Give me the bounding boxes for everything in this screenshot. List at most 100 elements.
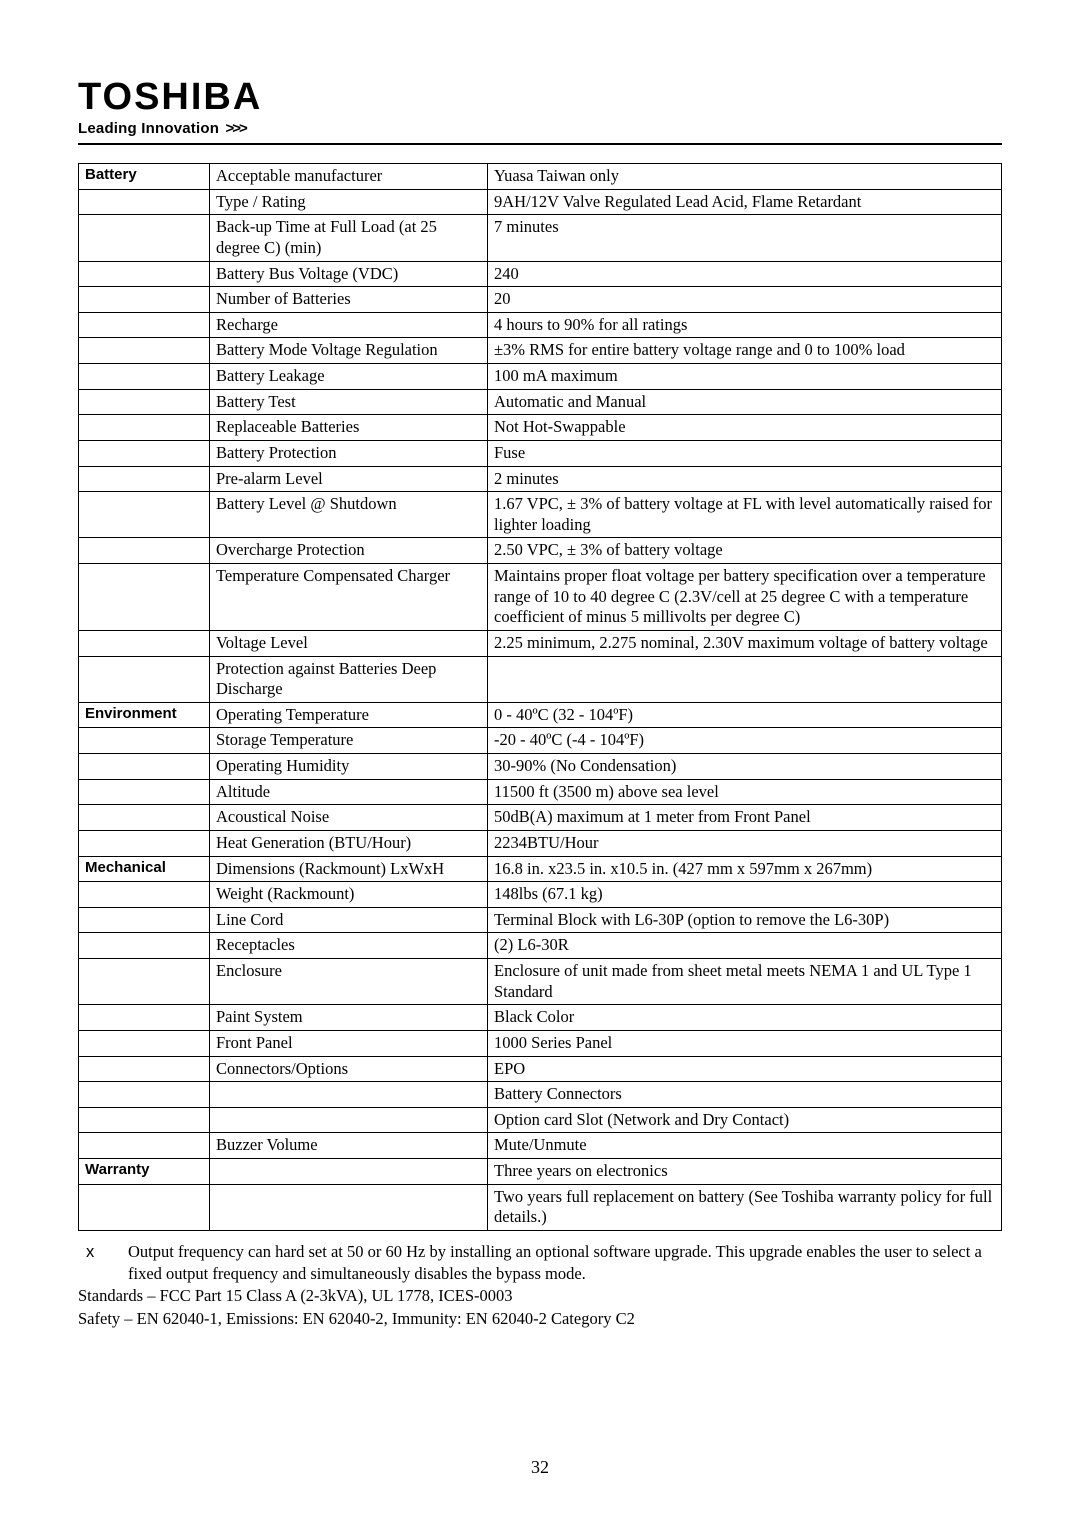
header-rule — [78, 143, 1002, 145]
param-cell: Acceptable manufacturer — [210, 164, 488, 190]
category-cell — [79, 1056, 210, 1082]
table-row: Protection against Batteries Deep Discha… — [79, 656, 1002, 702]
brand-block: TOSHIBA Leading Innovation >>> — [78, 78, 1002, 137]
table-row: Number of Batteries20 — [79, 287, 1002, 313]
table-row: Weight (Rackmount)148lbs (67.1 kg) — [79, 882, 1002, 908]
table-row: Overcharge Protection2.50 VPC, ± 3% of b… — [79, 538, 1002, 564]
category-cell — [79, 882, 210, 908]
param-cell: Temperature Compensated Charger — [210, 564, 488, 631]
table-row: Warranty Three years on electronics — [79, 1159, 1002, 1185]
table-row: Battery TestAutomatic and Manual — [79, 389, 1002, 415]
table-row: Battery Connectors — [79, 1082, 1002, 1108]
table-row: Voltage Level2.25 minimum, 2.275 nominal… — [79, 630, 1002, 656]
tagline-chevrons: >>> — [225, 120, 245, 137]
category-cell — [79, 830, 210, 856]
param-cell: Buzzer Volume — [210, 1133, 488, 1159]
table-row: Option card Slot (Network and Dry Contac… — [79, 1107, 1002, 1133]
category-cell — [79, 364, 210, 390]
table-row: Pre-alarm Level2 minutes — [79, 466, 1002, 492]
value-cell: 2.25 minimum, 2.275 nominal, 2.30V maxim… — [488, 630, 1002, 656]
param-cell: Protection against Batteries Deep Discha… — [210, 656, 488, 702]
value-cell: Battery Connectors — [488, 1082, 1002, 1108]
param-cell: Overcharge Protection — [210, 538, 488, 564]
param-cell: Replaceable Batteries — [210, 415, 488, 441]
category-cell — [79, 215, 210, 261]
category-cell — [79, 440, 210, 466]
category-cell — [79, 656, 210, 702]
value-cell: Fuse — [488, 440, 1002, 466]
value-cell: Mute/Unmute — [488, 1133, 1002, 1159]
category-cell — [79, 415, 210, 441]
category-cell — [79, 1107, 210, 1133]
param-cell: Battery Mode Voltage Regulation — [210, 338, 488, 364]
table-row: EnclosureEnclosure of unit made from she… — [79, 959, 1002, 1005]
value-cell: Option card Slot (Network and Dry Contac… — [488, 1107, 1002, 1133]
category-cell — [79, 959, 210, 1005]
table-row: Replaceable BatteriesNot Hot-Swappable — [79, 415, 1002, 441]
category-cell — [79, 466, 210, 492]
param-cell: Front Panel — [210, 1030, 488, 1056]
category-cell — [79, 907, 210, 933]
value-cell: 20 — [488, 287, 1002, 313]
param-cell — [210, 1159, 488, 1185]
param-cell: Number of Batteries — [210, 287, 488, 313]
param-cell: Weight (Rackmount) — [210, 882, 488, 908]
page: TOSHIBA Leading Innovation >>> BatteryAc… — [0, 0, 1080, 1532]
value-cell: 240 — [488, 261, 1002, 287]
category-cell — [79, 1082, 210, 1108]
param-cell — [210, 1107, 488, 1133]
table-row: Battery Bus Voltage (VDC)240 — [79, 261, 1002, 287]
value-cell: 2 minutes — [488, 466, 1002, 492]
value-cell: Three years on electronics — [488, 1159, 1002, 1185]
param-cell: Operating Humidity — [210, 754, 488, 780]
category-cell — [79, 779, 210, 805]
category-cell — [79, 728, 210, 754]
category-cell — [79, 1030, 210, 1056]
value-cell: 0 - 40ºC (32 - 104ºF) — [488, 702, 1002, 728]
table-row: Storage Temperature-20 - 40ºC (-4 - 104º… — [79, 728, 1002, 754]
param-cell: Line Cord — [210, 907, 488, 933]
category-cell — [79, 1005, 210, 1031]
param-cell: Operating Temperature — [210, 702, 488, 728]
value-cell: Yuasa Taiwan only — [488, 164, 1002, 190]
value-cell: Terminal Block with L6-30P (option to re… — [488, 907, 1002, 933]
value-cell: 50dB(A) maximum at 1 meter from Front Pa… — [488, 805, 1002, 831]
param-cell: Receptacles — [210, 933, 488, 959]
param-cell: Battery Bus Voltage (VDC) — [210, 261, 488, 287]
param-cell: Type / Rating — [210, 189, 488, 215]
param-cell: Recharge — [210, 312, 488, 338]
table-row: Connectors/OptionsEPO — [79, 1056, 1002, 1082]
table-row: Battery ProtectionFuse — [79, 440, 1002, 466]
brand-name: TOSHIBA — [78, 78, 1002, 116]
value-cell: Two years full replacement on battery (S… — [488, 1184, 1002, 1230]
param-cell: Connectors/Options — [210, 1056, 488, 1082]
value-cell: Black Color — [488, 1005, 1002, 1031]
table-row: Temperature Compensated ChargerMaintains… — [79, 564, 1002, 631]
category-cell — [79, 389, 210, 415]
param-cell: Paint System — [210, 1005, 488, 1031]
table-row: Acoustical Noise50dB(A) maximum at 1 met… — [79, 805, 1002, 831]
table-row: Battery Level @ Shutdown1.67 VPC, ± 3% o… — [79, 492, 1002, 538]
table-row: Battery Mode Voltage Regulation±3% RMS f… — [79, 338, 1002, 364]
category-cell — [79, 933, 210, 959]
table-row: Two years full replacement on battery (S… — [79, 1184, 1002, 1230]
table-row: MechanicalDimensions (Rackmount) LxWxH16… — [79, 856, 1002, 882]
value-cell: 2234BTU/Hour — [488, 830, 1002, 856]
table-row: Operating Humidity30-90% (No Condensatio… — [79, 754, 1002, 780]
param-cell: Dimensions (Rackmount) LxWxH — [210, 856, 488, 882]
param-cell: Storage Temperature — [210, 728, 488, 754]
brand-tagline: Leading Innovation >>> — [78, 120, 1002, 137]
category-cell: Battery — [79, 164, 210, 190]
footnote-safety: Safety – EN 62040-1, Emissions: EN 62040… — [78, 1308, 1002, 1330]
param-cell: Battery Protection — [210, 440, 488, 466]
tagline-text: Leading Innovation — [78, 120, 219, 137]
value-cell: 148lbs (67.1 kg) — [488, 882, 1002, 908]
param-cell: Back-up Time at Full Load (at 25 degree … — [210, 215, 488, 261]
category-cell: Warranty — [79, 1159, 210, 1185]
value-cell: 9AH/12V Valve Regulated Lead Acid, Flame… — [488, 189, 1002, 215]
category-cell — [79, 1184, 210, 1230]
value-cell: 2.50 VPC, ± 3% of battery voltage — [488, 538, 1002, 564]
value-cell: ±3% RMS for entire battery voltage range… — [488, 338, 1002, 364]
category-cell — [79, 754, 210, 780]
param-cell: Acoustical Noise — [210, 805, 488, 831]
